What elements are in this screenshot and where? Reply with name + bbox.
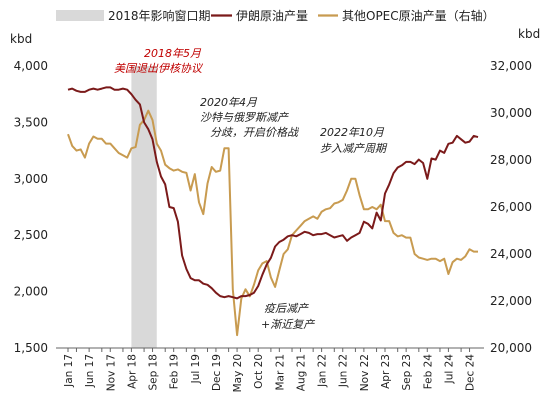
left-axis-unit: kbd bbox=[10, 32, 32, 46]
annotation-2018-line1: 2018年5月 bbox=[144, 47, 202, 60]
x-tick-label: Nov 22 bbox=[359, 354, 371, 391]
annotation-covid-line1: 疫后减产 bbox=[264, 302, 309, 315]
annotation-2018: 2018年5月 美国退出伊核协议 bbox=[114, 47, 204, 75]
x-tick-label: Dec 19 bbox=[211, 354, 223, 391]
legend-shade-label: 2018年影响窗口期 bbox=[108, 8, 211, 23]
annotation-2022: 2022年10月 步入减产周期 bbox=[320, 126, 388, 155]
left-axis-ticks: 1,500 2,000 2,500 3,000 3,500 4,000 bbox=[14, 59, 48, 355]
annotation-2020-line1: 2020年4月 bbox=[200, 96, 258, 109]
right-tick-label: 32,000 bbox=[490, 59, 532, 73]
x-tick-label: Apr 23 bbox=[380, 354, 392, 389]
x-axis: Jan 17 Jun 17 Nov 17 Apr 18 Sep 18 Feb 19 Jul … bbox=[56, 347, 484, 392]
right-axis-ticks: 20,000 22,000 24,000 26,000 28,000 30,000 32,0… bbox=[490, 59, 532, 355]
x-tick-label: Feb 19 bbox=[169, 354, 181, 389]
left-tick-label: 1,500 bbox=[14, 341, 48, 355]
legend: 2018年影响窗口期 伊朗原油产量 其他OPEC原油产量（右轴） bbox=[56, 8, 495, 23]
annotation-2020-line3: 分歧，开启价格战 bbox=[210, 126, 300, 139]
legend-shade-swatch bbox=[56, 10, 104, 21]
x-tick-label: Apr 18 bbox=[126, 354, 138, 389]
left-tick-label: 3,000 bbox=[14, 172, 48, 186]
x-tick-label: Jun 22 bbox=[338, 354, 350, 388]
annotation-2022-line1: 2022年10月 bbox=[320, 126, 385, 139]
x-tick-label: Aug 21 bbox=[295, 354, 307, 391]
x-tick-label: Mar 21 bbox=[274, 354, 286, 391]
annotation-2020: 2020年4月 沙特与俄罗斯减产 分歧，开启价格战 bbox=[200, 96, 300, 139]
annotation-2022-line2: 步入减产周期 bbox=[320, 142, 388, 155]
legend-opec-label: 其他OPEC原油产量（右轴） bbox=[342, 8, 495, 23]
x-tick-label: Jul 19 bbox=[190, 354, 202, 384]
right-tick-label: 26,000 bbox=[490, 200, 532, 214]
annotation-covid-line2: +渐近复产 bbox=[261, 318, 315, 331]
right-tick-label: 30,000 bbox=[490, 106, 532, 120]
right-tick-label: 22,000 bbox=[490, 294, 532, 308]
right-tick-label: 20,000 bbox=[490, 341, 532, 355]
left-tick-label: 4,000 bbox=[14, 59, 48, 73]
x-tick-label: Jun 17 bbox=[84, 354, 96, 388]
x-tick-label: Sep 18 bbox=[148, 354, 160, 391]
series-line-iran bbox=[67, 86, 479, 300]
left-tick-label: 2,000 bbox=[14, 285, 48, 299]
annotation-covid: 疫后减产 +渐近复产 bbox=[261, 302, 315, 331]
left-tick-label: 3,500 bbox=[14, 115, 48, 129]
x-tick-label: Jul 24 bbox=[443, 354, 455, 385]
x-tick-label: Oct 20 bbox=[253, 354, 265, 389]
x-tick-label: Nov 17 bbox=[105, 354, 117, 391]
left-tick-label: 2,500 bbox=[14, 228, 48, 242]
x-tick-label: Dec 24 bbox=[465, 354, 477, 391]
x-tick-label: Jan 22 bbox=[317, 354, 329, 388]
legend-iran-label: 伊朗原油产量 bbox=[236, 9, 308, 23]
series-line-other-opec bbox=[67, 109, 478, 337]
x-tick-label: Sep 23 bbox=[401, 354, 413, 391]
right-tick-label: 24,000 bbox=[490, 247, 532, 261]
annotation-2020-line2: 沙特与俄罗斯减产 bbox=[200, 111, 289, 124]
right-tick-label: 28,000 bbox=[490, 153, 532, 167]
x-tick-label: Jan 17 bbox=[63, 354, 75, 388]
x-tick-label: May 20 bbox=[232, 354, 244, 392]
x-tick-label: Feb 24 bbox=[422, 354, 434, 390]
shade-2018-window bbox=[131, 66, 157, 348]
annotation-2018-line2: 美国退出伊核协议 bbox=[114, 62, 204, 75]
right-axis-unit: kbd bbox=[518, 27, 540, 41]
